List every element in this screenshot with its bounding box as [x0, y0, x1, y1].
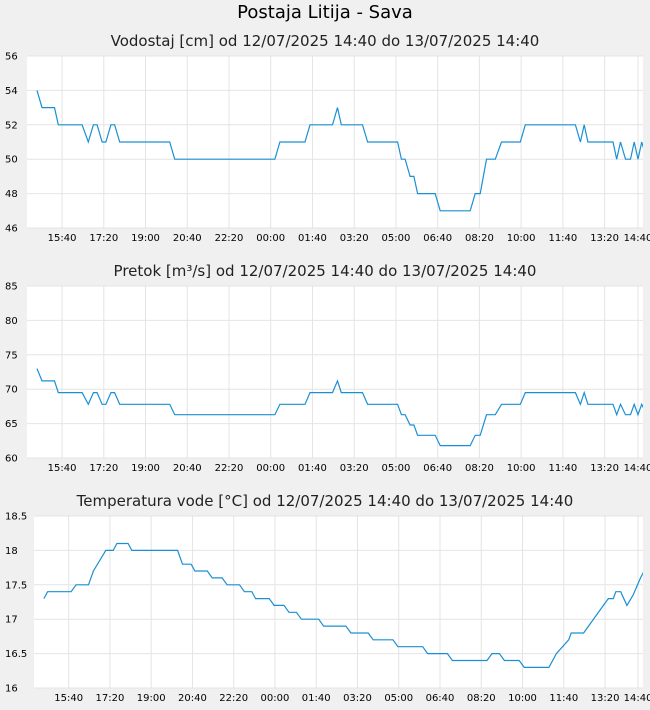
x-tick-label: 08:20	[467, 693, 496, 704]
y-tick-label: 50	[5, 155, 18, 166]
chart-2: 60 65 70 75 80 85 15:40 17:20 19:00 20:40 22:20 00:…	[5, 262, 650, 474]
x-tick-label: 14:40	[624, 693, 650, 704]
x-tick-label: 01:40	[298, 233, 327, 244]
x-tick-label: 17:20	[89, 233, 118, 244]
y-tick-label: 17	[5, 615, 18, 626]
x-tick-label: 06:40	[423, 463, 452, 474]
plot-area	[34, 516, 643, 688]
x-tick-label: 01:40	[298, 463, 327, 474]
y-tick-label: 70	[5, 385, 18, 396]
x-tick-label: 03:20	[340, 463, 369, 474]
page-title: Postaja Litija - Sava	[237, 2, 413, 23]
x-tick-label: 05:00	[384, 693, 413, 704]
x-tick-label: 10:00	[507, 233, 536, 244]
plot-area	[27, 286, 643, 458]
x-tick-label: 06:40	[426, 693, 455, 704]
y-tick-label: 16.5	[5, 649, 27, 660]
x-tick-label: 10:00	[507, 463, 536, 474]
x-tick-label: 11:40	[548, 233, 577, 244]
y-tick-label: 18.5	[5, 512, 27, 523]
x-tick-label: 13:20	[590, 233, 619, 244]
x-tick-label: 22:20	[215, 463, 244, 474]
y-tick-label: 85	[5, 282, 18, 293]
chart-3: 16 16.5 17 17.5 18 18.5 15:40 17:20 19:00 20:40 22…	[5, 492, 650, 704]
chart-title: Temperatura vode [°C] od 12/07/2025 14:4…	[76, 492, 574, 510]
x-tick-label: 00:00	[256, 233, 285, 244]
x-tick-label: 11:40	[548, 463, 577, 474]
x-tick-label: 05:00	[382, 463, 411, 474]
x-tick-label: 22:20	[219, 693, 248, 704]
y-tick-label: 18	[5, 546, 18, 557]
x-tick-label: 10:00	[508, 693, 537, 704]
x-tick-label: 20:40	[173, 463, 202, 474]
series-line	[43, 542, 643, 669]
x-tick-label: 17:20	[89, 463, 118, 474]
x-tick-label: 20:40	[173, 233, 202, 244]
y-tick-label: 17.5	[5, 580, 27, 591]
x-tick-label: 19:00	[137, 693, 166, 704]
y-tick-label: 16	[5, 684, 18, 695]
x-tick-label: 13:20	[591, 693, 620, 704]
y-tick-label: 65	[5, 419, 18, 430]
x-tick-label: 20:40	[178, 693, 207, 704]
x-tick-label: 03:20	[340, 233, 369, 244]
y-tick-label: 75	[5, 350, 18, 361]
x-tick-label: 19:00	[131, 233, 160, 244]
x-tick-label: 13:20	[590, 463, 619, 474]
x-tick-label: 14:40	[624, 463, 650, 474]
x-tick-label: 06:40	[423, 233, 452, 244]
y-tick-label: 46	[5, 224, 18, 235]
x-tick-label: 15:40	[48, 233, 77, 244]
x-tick-label: 08:20	[465, 233, 494, 244]
chart-title: Vodostaj [cm] od 12/07/2025 14:40 do 13/…	[111, 32, 540, 50]
x-tick-label: 15:40	[48, 463, 77, 474]
x-tick-label: 22:20	[215, 233, 244, 244]
x-tick-label: 14:40	[624, 233, 650, 244]
y-tick-label: 80	[5, 316, 18, 327]
x-tick-label: 05:00	[382, 233, 411, 244]
x-tick-label: 03:20	[343, 693, 372, 704]
x-tick-label: 08:20	[465, 463, 494, 474]
y-tick-label: 48	[5, 189, 18, 200]
y-tick-label: 52	[5, 120, 18, 131]
x-tick-label: 11:40	[549, 693, 578, 704]
x-tick-label: 17:20	[96, 693, 125, 704]
chart-1: 46 48 50 52 54 56 15:40 17:20 19:00 20:40 22:20 00:…	[5, 32, 650, 244]
series-line	[36, 368, 643, 447]
x-tick-label: 01:40	[302, 693, 331, 704]
series-line	[36, 90, 643, 212]
y-tick-label: 54	[5, 86, 18, 97]
x-tick-label: 19:00	[131, 463, 160, 474]
x-tick-label: 00:00	[256, 463, 285, 474]
y-tick-label: 56	[5, 52, 18, 63]
y-tick-label: 60	[5, 454, 18, 465]
x-tick-label: 15:40	[54, 693, 83, 704]
chart-title: Pretok [m³/s] od 12/07/2025 14:40 do 13/…	[114, 262, 537, 280]
x-tick-label: 00:00	[261, 693, 290, 704]
